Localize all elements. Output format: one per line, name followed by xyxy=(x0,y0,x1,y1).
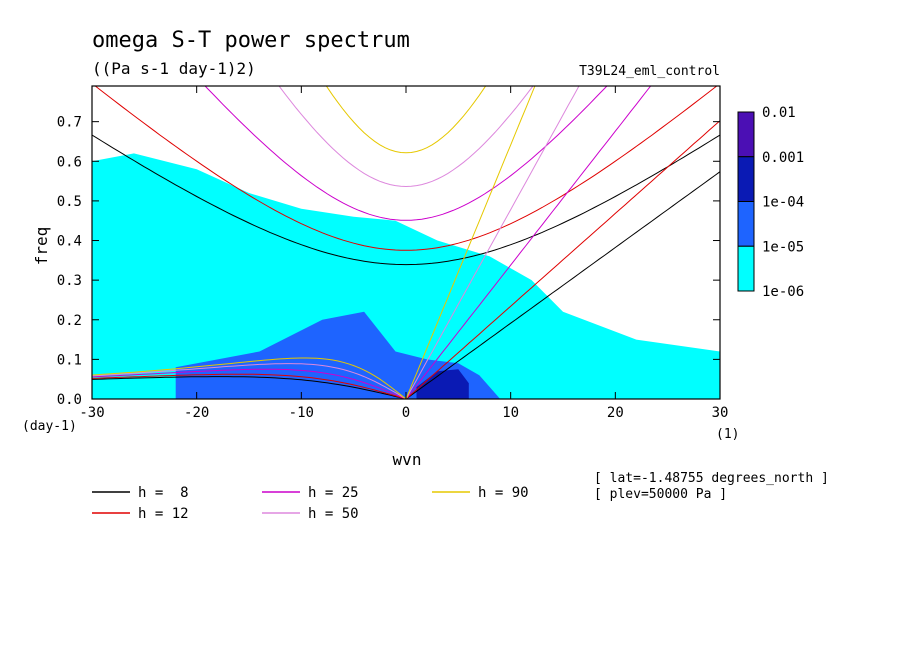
curve-rossby-h50 xyxy=(92,363,407,399)
colorbar: 0.01 0.001 1e-04 1e-05 1e-06 xyxy=(737,105,804,300)
curve-kelvin-h25 xyxy=(405,86,652,399)
legend-label-h50: h = 50 xyxy=(308,506,359,522)
latitude-info: [ lat=-1.48755 degrees_north ] xyxy=(594,471,829,486)
colorbar-swatch xyxy=(737,201,755,247)
curve-rossby-h8 xyxy=(92,376,407,399)
y-unit-label: (day-1) xyxy=(22,419,77,434)
y-tick-label: 0.2 xyxy=(57,313,82,329)
curve-kelvin-h8 xyxy=(405,171,720,399)
curve-rossby-h12 xyxy=(92,373,407,399)
y-tick-label: 0.7 xyxy=(57,115,82,131)
colorbar-swatch xyxy=(737,111,755,158)
x-tick-label: -20 xyxy=(184,405,209,421)
colorbar-level-label: 1e-05 xyxy=(762,239,804,255)
legend-label-h25: h = 25 xyxy=(308,485,359,501)
curve-gravity-h90 xyxy=(325,86,487,154)
y-tick-label: 0.1 xyxy=(57,352,82,368)
y-tick-label: 0.3 xyxy=(57,273,82,289)
pressure-level-info: [ plev=50000 Pa ] xyxy=(594,487,727,502)
legend-label-h12: h = 12 xyxy=(138,506,189,522)
curve-rossby-h25 xyxy=(92,368,407,399)
plot-inner xyxy=(92,86,720,399)
x-tick-label: -30 xyxy=(79,405,104,421)
legend-label-h90: h = 90 xyxy=(478,485,529,501)
x-tick-label: 0 xyxy=(402,405,410,421)
x-axis-label: wvn xyxy=(393,450,422,469)
y-tick-label: 0.4 xyxy=(57,234,82,250)
curve-gravity-h50 xyxy=(278,86,534,188)
y-tick-label: 0.6 xyxy=(57,154,82,170)
colorbar-swatch xyxy=(737,245,755,292)
curve-kelvin-h12 xyxy=(405,120,720,399)
x-tick-label: 20 xyxy=(607,405,624,421)
power-region-1e-04 xyxy=(416,369,469,399)
chart-subtitle: ((Pa s-1 day-1)2) xyxy=(92,59,256,78)
run-label: T39L24_eml_control xyxy=(579,64,720,79)
y-axis-label: freq xyxy=(32,227,51,266)
x-unit-label: (1) xyxy=(716,427,739,442)
colorbar-level-label: 1e-04 xyxy=(762,195,804,211)
axes: -30 -20 -10 0 10 20 30 0.0 0.1 0.2 0.3 0.4 0.5 0.6 0.7 xyxy=(57,85,729,421)
curve-kelvin-h50 xyxy=(405,86,580,399)
x-tick-label: 10 xyxy=(502,405,519,421)
colorbar-swatch xyxy=(737,156,755,202)
colorbar-level-label: 0.001 xyxy=(762,150,804,166)
curve-rossby-h90 xyxy=(92,357,407,399)
x-tick-label: -10 xyxy=(289,405,314,421)
colorbar-level-label: 0.01 xyxy=(762,105,796,121)
curve-kelvin-h90 xyxy=(405,86,536,399)
curve-gravity-h25 xyxy=(204,86,608,221)
legend: h = 8 h = 12 h = 25 h = 50 h = 90 xyxy=(92,485,529,522)
y-tick-label: 0.0 xyxy=(57,392,82,408)
chart-title: omega S-T power spectrum xyxy=(92,28,410,53)
curve-gravity-h12 xyxy=(94,86,718,251)
y-tick-label: 0.5 xyxy=(57,194,82,210)
x-tick-label: 30 xyxy=(712,405,729,421)
power-region-1e-06 xyxy=(92,153,720,399)
colorbar-level-label: 1e-06 xyxy=(762,284,804,300)
curve-gravity-h8 xyxy=(92,134,720,266)
plot-area xyxy=(92,86,720,399)
legend-label-h8: h = 8 xyxy=(138,485,189,501)
